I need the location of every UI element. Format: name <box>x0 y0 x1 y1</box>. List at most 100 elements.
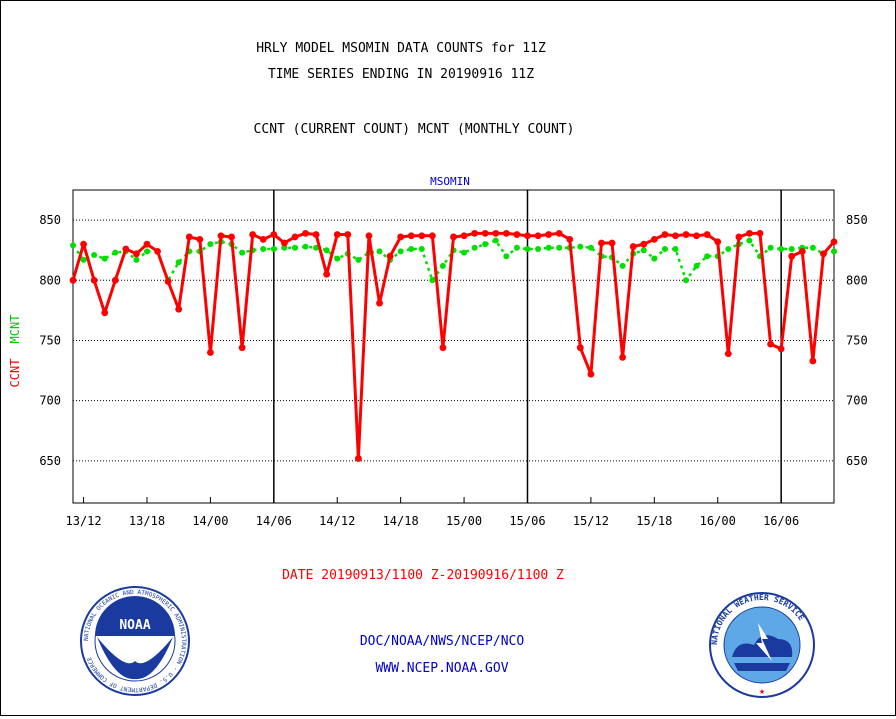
data-point-ccnt <box>323 270 331 278</box>
data-point-ccnt <box>175 305 183 313</box>
data-point-ccnt <box>376 299 383 307</box>
data-point-mcnt <box>809 244 816 251</box>
data-point-mcnt <box>746 237 753 244</box>
data-point-mcnt <box>260 245 267 252</box>
data-point-mcnt <box>788 245 795 252</box>
noaa-logo: NATIONAL OCEANIC AND ATMOSPHERIC ADMINIS… <box>80 586 190 696</box>
x-tick-label: 14/06 <box>256 514 292 528</box>
data-point-mcnt <box>175 259 182 266</box>
data-point-mcnt <box>91 252 98 259</box>
data-point-ccnt <box>80 240 87 248</box>
data-point-mcnt <box>693 262 700 269</box>
data-point-mcnt <box>418 245 425 252</box>
data-point-ccnt <box>598 239 605 247</box>
data-point-ccnt <box>481 229 489 237</box>
footer-line-2: WWW.NCEP.NOAA.GOV <box>375 661 508 676</box>
chart-subtitle: MSOMIN <box>430 175 470 188</box>
data-point-ccnt <box>576 344 584 352</box>
data-point-ccnt <box>566 235 574 243</box>
data-point-ccnt <box>524 232 531 240</box>
data-point-ccnt <box>101 309 109 317</box>
data-point-ccnt <box>280 239 288 247</box>
data-point-ccnt <box>809 357 817 365</box>
y-tick-label-right: 750 <box>846 333 868 347</box>
data-point-ccnt <box>492 229 500 237</box>
y-tick-label-right: 800 <box>846 273 868 287</box>
series-layer <box>69 229 838 462</box>
noaa-center-text: NOAA <box>119 618 150 633</box>
data-point-ccnt <box>111 276 119 284</box>
data-point-ccnt <box>777 345 785 353</box>
data-point-mcnt <box>831 248 837 255</box>
data-point-ccnt <box>354 455 362 462</box>
x-tick-label: 15/12 <box>573 514 609 528</box>
data-point-ccnt <box>608 239 616 247</box>
data-point-mcnt <box>239 249 246 256</box>
data-point-ccnt <box>756 229 764 237</box>
data-point-mcnt <box>291 244 298 251</box>
data-point-mcnt <box>651 255 658 262</box>
y-axis-label-mcnt: MCNT <box>8 315 22 344</box>
data-point-ccnt <box>386 252 394 260</box>
data-point-mcnt <box>80 256 87 263</box>
x-tick-label: 15/06 <box>509 514 545 528</box>
data-point-ccnt <box>650 235 658 243</box>
data-point-mcnt <box>376 248 383 255</box>
data-point-ccnt <box>185 233 193 241</box>
x-tick-label: 15/00 <box>446 514 482 528</box>
data-point-ccnt <box>619 353 627 361</box>
data-point-mcnt <box>207 241 214 248</box>
data-point-ccnt <box>154 247 161 255</box>
data-point-ccnt <box>238 344 246 352</box>
data-point-ccnt <box>788 252 796 260</box>
data-point-mcnt <box>270 245 277 252</box>
data-point-ccnt <box>471 229 479 237</box>
data-point-ccnt <box>439 344 447 352</box>
data-point-ccnt <box>693 232 700 240</box>
y-tick-label-right: 850 <box>846 213 868 227</box>
data-point-ccnt <box>545 231 553 238</box>
data-point-ccnt <box>672 232 679 240</box>
series-ccnt <box>69 229 838 462</box>
x-tick-label: 16/06 <box>763 514 799 528</box>
data-point-ccnt <box>259 235 267 243</box>
plot-area <box>72 189 835 504</box>
footer-line-1: DOC/NOAA/NWS/NCEP/NCO <box>360 634 525 649</box>
data-point-mcnt <box>619 262 626 269</box>
data-point-ccnt <box>407 232 415 240</box>
data-point-ccnt <box>703 231 711 238</box>
data-point-ccnt <box>302 229 309 237</box>
data-point-ccnt <box>418 232 426 240</box>
data-point-mcnt <box>640 247 647 254</box>
chart-title-line-2: TIME SERIES ENDING IN 20190916 11Z <box>268 67 534 82</box>
data-point-mcnt <box>778 245 785 252</box>
series-line-ccnt <box>71 231 836 460</box>
x-tick-label: 14/18 <box>383 514 419 528</box>
data-point-mcnt <box>101 255 108 262</box>
data-point-ccnt <box>69 276 77 284</box>
y-tick-label-right: 650 <box>846 454 868 468</box>
data-point-mcnt <box>112 249 119 256</box>
y-tick-label-left: 700 <box>39 394 61 408</box>
data-point-ccnt <box>534 232 542 240</box>
data-point-mcnt <box>672 245 679 252</box>
data-point-ccnt <box>333 231 341 238</box>
x-tick-label: 13/12 <box>66 514 102 528</box>
data-point-ccnt <box>629 243 637 250</box>
data-point-ccnt <box>746 229 753 237</box>
data-point-mcnt <box>397 248 404 255</box>
data-point-mcnt <box>482 241 489 248</box>
x-tick-label: 14/00 <box>192 514 228 528</box>
data-point-mcnt <box>545 244 552 251</box>
data-point-ccnt <box>143 240 151 248</box>
data-point-ccnt <box>270 231 278 238</box>
data-point-mcnt <box>513 244 520 251</box>
data-point-mcnt <box>408 245 415 252</box>
data-point-ccnt <box>714 238 722 246</box>
data-point-mcnt <box>439 262 446 269</box>
data-point-mcnt <box>725 245 732 252</box>
data-point-mcnt <box>524 245 531 252</box>
data-point-ccnt <box>122 245 130 253</box>
